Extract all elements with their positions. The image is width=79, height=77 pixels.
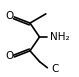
Text: O: O <box>5 51 14 61</box>
Text: NH₂: NH₂ <box>50 32 69 42</box>
Text: O: O <box>5 11 14 21</box>
Text: C: C <box>51 64 59 74</box>
